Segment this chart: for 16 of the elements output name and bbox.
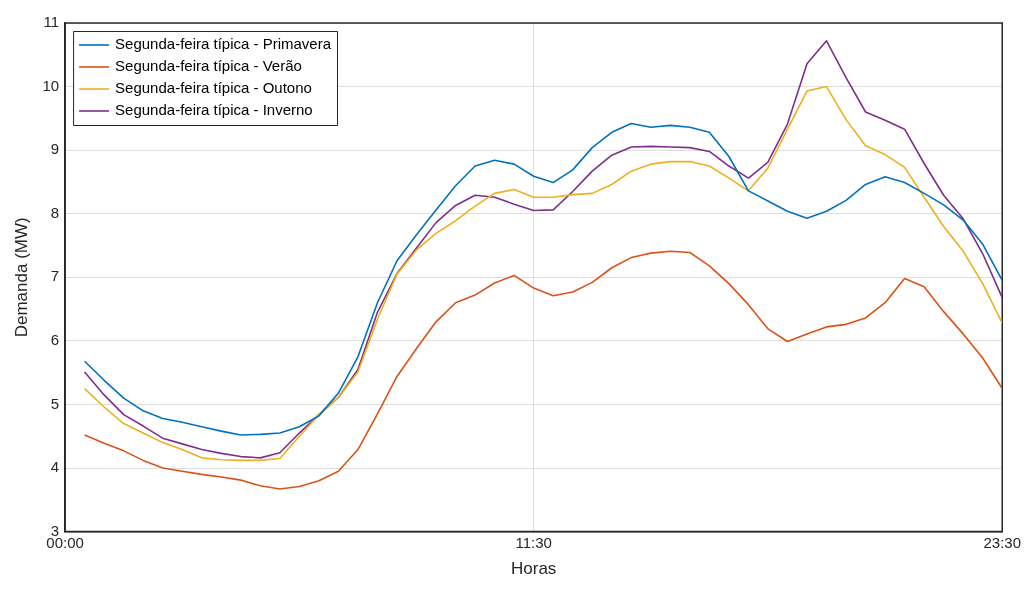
x-axis-title: Horas bbox=[510, 559, 557, 579]
y-tick-label: 5 bbox=[50, 394, 60, 412]
y-axis-title: Demanda (MW) bbox=[11, 217, 31, 338]
y-tick-label: 9 bbox=[50, 140, 60, 158]
legend-label: Segunda-feira típica - Inverno bbox=[115, 101, 313, 119]
x-tick-label: 11:30 bbox=[515, 533, 552, 551]
legend-label: Segunda-feira típica - Verão bbox=[115, 57, 302, 75]
y-tick-label: 6 bbox=[50, 331, 60, 349]
y-tick-label: 8 bbox=[50, 203, 60, 221]
y-tick-label: 10 bbox=[42, 76, 60, 94]
y-tick-label: 7 bbox=[50, 267, 60, 285]
legend-label: Segunda-feira típica - Outono bbox=[115, 79, 312, 97]
legend-label: Segunda-feira típica - Primavera bbox=[115, 35, 332, 53]
y-tick-label: 11 bbox=[43, 13, 60, 31]
x-tick-label: 23:30 bbox=[983, 533, 1022, 551]
y-tick-label: 4 bbox=[50, 458, 60, 476]
